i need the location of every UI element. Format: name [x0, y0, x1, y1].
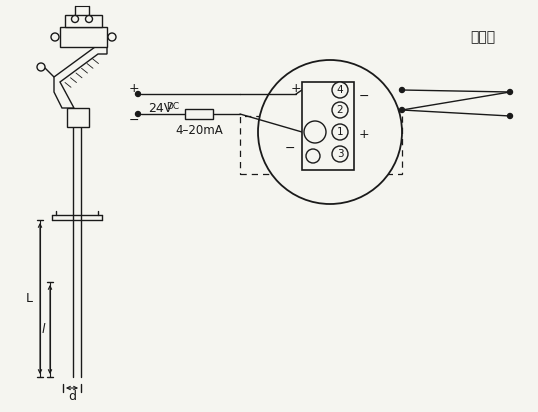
Circle shape	[507, 89, 513, 94]
Circle shape	[86, 16, 93, 23]
Text: −: −	[129, 113, 139, 126]
Polygon shape	[54, 47, 107, 108]
Circle shape	[400, 108, 405, 112]
Text: 热电偶: 热电偶	[470, 30, 495, 44]
Text: +: +	[129, 82, 139, 94]
Circle shape	[332, 124, 348, 140]
Bar	[240, 116, 402, 174]
Text: 3: 3	[337, 149, 343, 159]
Circle shape	[136, 112, 140, 117]
Text: 4–20mA: 4–20mA	[175, 124, 223, 136]
Circle shape	[72, 16, 79, 23]
Circle shape	[507, 113, 513, 119]
Circle shape	[136, 91, 140, 96]
Circle shape	[332, 82, 348, 98]
Bar	[67, 108, 89, 127]
Text: 2: 2	[337, 105, 343, 115]
Text: DC: DC	[166, 102, 179, 111]
Text: −: −	[285, 141, 295, 154]
Circle shape	[37, 63, 45, 71]
Circle shape	[306, 149, 320, 163]
Text: 1: 1	[337, 127, 343, 137]
Text: 24V: 24V	[148, 101, 172, 115]
Circle shape	[304, 121, 326, 143]
Circle shape	[400, 87, 405, 93]
Bar	[185, 109, 213, 119]
Text: 4: 4	[337, 85, 343, 95]
Circle shape	[51, 33, 59, 41]
Text: d: d	[68, 391, 76, 403]
Text: +: +	[291, 82, 301, 94]
Circle shape	[332, 102, 348, 118]
Text: L: L	[26, 292, 33, 305]
Text: −: −	[359, 89, 369, 103]
Bar	[302, 82, 354, 170]
Circle shape	[332, 146, 348, 162]
Bar	[65, 15, 102, 27]
Bar	[60, 27, 107, 47]
Circle shape	[108, 33, 116, 41]
Text: +: +	[359, 127, 369, 140]
Circle shape	[258, 60, 402, 204]
Text: l: l	[41, 323, 45, 336]
